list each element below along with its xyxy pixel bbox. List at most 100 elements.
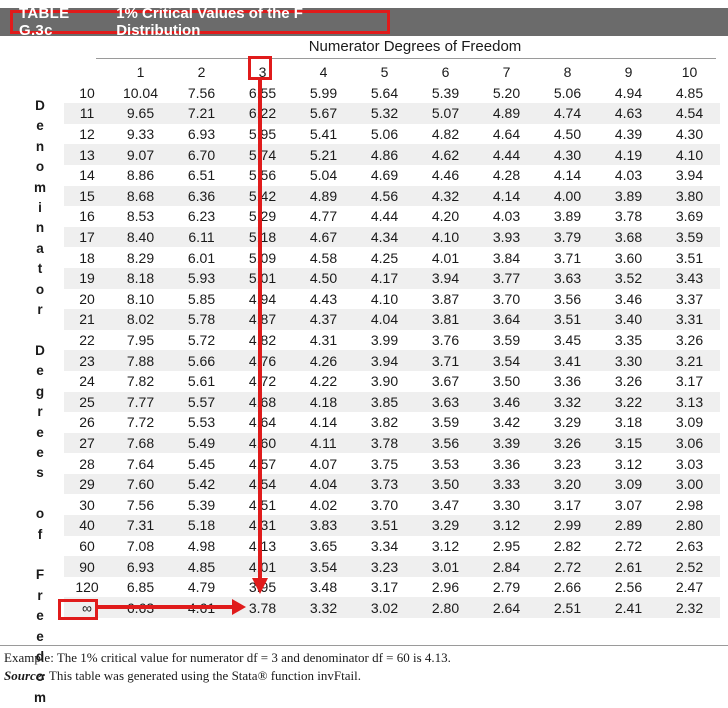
table-cell: 5.39: [431, 84, 460, 101]
table-cell: 3.39: [476, 432, 537, 454]
table-cell: 4.46: [431, 167, 460, 184]
table-cell: 5.21: [293, 144, 354, 165]
table-cell: 5.85: [187, 290, 216, 307]
header-corner: [64, 62, 110, 83]
table-cell: 5.42: [171, 473, 232, 495]
table-cell: 4.54: [659, 103, 720, 124]
table-cell: 4.67: [293, 226, 354, 248]
table-row: 26 7.72 5.53 4.64 4.14 3.82 3.59 3.42 3.29 3.18 3.…: [64, 412, 720, 433]
table-cell: 6.51: [187, 167, 216, 184]
table-cell: 2.99: [537, 515, 598, 536]
table-cell: 5.57: [171, 391, 232, 413]
table-cell: 3.59: [431, 414, 460, 431]
table-cell: 3.32: [293, 597, 354, 619]
denominator-letter: o: [35, 281, 45, 297]
table-cell: 4.37: [293, 309, 354, 330]
table-cell: 3.46: [614, 290, 643, 307]
table-cell: 5.49: [171, 432, 232, 454]
row-df-label: 23: [64, 350, 110, 371]
table-cell: 3.76: [431, 332, 460, 349]
table-cell: 3.93: [476, 226, 537, 248]
table-cell: 4.39: [614, 126, 643, 143]
table-cell: 3.30: [598, 350, 659, 371]
table-cell: 4.63: [598, 103, 659, 124]
title-highlight-box: TABLE G.3c 1% Critical Values of the F D…: [10, 5, 390, 39]
table-cell: 5.56: [248, 167, 277, 184]
table-cell: 3.83: [293, 515, 354, 536]
table-cell: 3.78: [354, 432, 415, 454]
table-cell: 4.89: [293, 185, 354, 207]
table-row: 120 6.85 4.79 3.95 3.48 3.17 2.96 2.79 2.66 2.56 2…: [64, 577, 720, 598]
denominator-letter: m: [33, 689, 46, 705]
column-header: 7: [502, 64, 511, 81]
table-cell: 4.50: [293, 267, 354, 289]
table-cell: 3.17: [553, 496, 582, 513]
table-cell: 3.33: [476, 473, 537, 495]
table-row: 30 7.56 5.39 4.51 4.02 3.70 3.47 3.30 3.17 3.07 2.…: [64, 494, 720, 515]
table-cell: 2.63: [675, 537, 704, 554]
table-cell: 5.29: [248, 208, 277, 225]
denominator-letter: e: [36, 628, 44, 644]
table-row: 40 7.31 5.18 4.31 3.83 3.51 3.29 3.12 2.99 2.89 2.…: [64, 515, 720, 536]
table-cell: 8.68: [110, 185, 171, 207]
table-cell: 3.43: [659, 267, 720, 289]
denominator-letter: m: [33, 179, 46, 195]
denominator-letter: n: [35, 220, 45, 236]
table-cell: 3.12: [431, 537, 460, 554]
table-cell: 5.04: [309, 167, 338, 184]
table-row: 90 6.93 4.85 4.01 3.54 3.23 3.01 2.84 2.72 2.61 2.…: [64, 556, 720, 577]
table-cell: 3.22: [598, 391, 659, 413]
table-cell: 8.29: [126, 249, 155, 266]
table-cell: 2.32: [659, 597, 720, 619]
row-120-highlight-box: [58, 599, 98, 620]
numerator-rule: [96, 58, 716, 59]
table-cell: 3.94: [354, 350, 415, 371]
table-cell: 3.20: [537, 473, 598, 495]
table-cell: 3.78: [614, 208, 643, 225]
table-cell: 3.03: [675, 455, 704, 472]
table-cell: 5.41: [309, 126, 338, 143]
table-cell: 3.99: [370, 332, 399, 349]
table-cell: 2.51: [537, 597, 598, 619]
row-df-label: 10: [79, 84, 95, 101]
table-cell: 3.70: [370, 496, 399, 513]
denominator-letter: e: [36, 363, 44, 379]
table-cell: 2.64: [476, 597, 537, 619]
row-df-label: 29: [64, 473, 110, 495]
row-df-label: 13: [64, 144, 110, 165]
f-table: 1 2 3 4 5 6 7 8 9 10 10 10.04 7.56 6.55 5.99 5.64 5.39 5.…: [64, 62, 720, 619]
table-cell: 3.51: [354, 515, 415, 536]
table-cell: 7.95: [126, 332, 155, 349]
row-df-label: 40: [64, 515, 110, 536]
row-df-label: 12: [79, 126, 95, 143]
table-cell: 5.42: [232, 185, 293, 207]
table-cell: 3.84: [492, 249, 521, 266]
table-label: TABLE G.3c: [19, 5, 70, 39]
row-df-label: 16: [79, 208, 95, 225]
table-cell: 3.36: [492, 455, 521, 472]
table-cell: 5.61: [187, 373, 216, 390]
table-cell: 4.10: [370, 290, 399, 307]
table-cell: 4.87: [232, 309, 293, 330]
table-row: 25 7.77 5.57 4.68 4.18 3.85 3.63 3.46 3.32 3.22 3.…: [64, 391, 720, 413]
table-cell: 3.81: [415, 309, 476, 330]
row-df-label: 15: [64, 185, 110, 207]
row-df-label: 27: [64, 432, 110, 454]
denominator-letter: o: [35, 159, 45, 175]
table-cell: 6.93: [110, 556, 171, 577]
table-cell: 3.02: [354, 597, 415, 619]
table-cell: 4.58: [309, 249, 338, 266]
table-cell: 4.20: [431, 208, 460, 225]
table-cell: 2.41: [598, 597, 659, 619]
table-cell: 3.32: [537, 391, 598, 413]
table-cell: 7.60: [110, 473, 171, 495]
table-row: 23 7.88 5.66 4.76 4.26 3.94 3.71 3.54 3.41 3.30 3.…: [64, 350, 720, 371]
table-cell: 4.57: [248, 455, 277, 472]
table-cell: 4.98: [187, 537, 216, 554]
table-cell: 3.35: [614, 332, 643, 349]
column-header: 3: [258, 64, 267, 81]
table-cell: 3.34: [370, 537, 399, 554]
table-cell: 4.89: [476, 103, 537, 124]
denominator-letter: e: [36, 608, 44, 624]
table-cell: 8.18: [110, 267, 171, 289]
